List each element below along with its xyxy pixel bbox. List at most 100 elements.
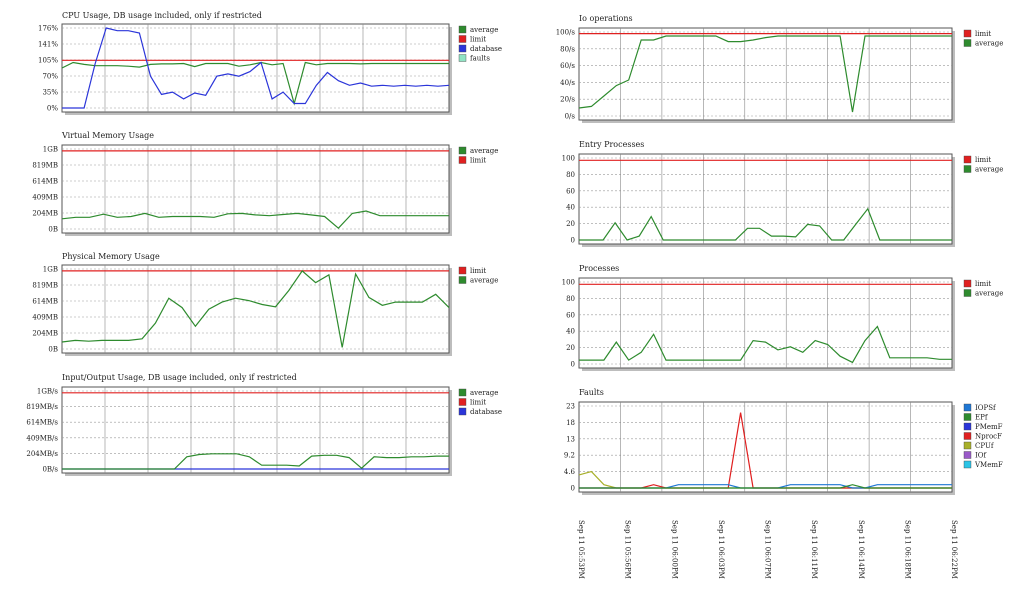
series-line-epf [579,484,952,489]
x-tick-label: Sep 11 05:53PM [577,520,585,579]
legend-label: limit [975,280,991,288]
y-tick-label: 141% [38,41,58,49]
y-tick-label: 40/s [560,79,575,87]
y-tick-label: 819MB [32,162,58,170]
legend-label: database [470,408,502,416]
legend-label: average [975,290,1003,298]
y-tick-label: 40 [566,204,575,212]
legend-label: average [975,40,1003,48]
legend-swatch [963,165,972,173]
y-tick-label: 13 [566,435,575,443]
y-tick-label: 20/s [560,96,575,104]
y-tick-label: 0% [47,105,58,113]
y-tick-label: 80/s [560,45,575,53]
y-tick-label: 176% [38,25,58,33]
y-tick-label: 40 [566,328,575,336]
y-tick-label: 60 [566,311,575,319]
y-tick-label: 100 [562,279,575,287]
series-line-database [62,27,450,109]
plot-area [578,277,953,369]
series-line-average [579,325,952,364]
legend-swatch [458,398,467,406]
y-tick-label: 0B [48,226,58,234]
y-tick-label: 18 [566,419,575,427]
series-line-average [61,270,450,348]
legend-swatch [458,25,467,34]
y-tick-label: 100/s [556,29,576,37]
legend-label: VMemF [974,461,1003,469]
legend-label: limit [470,399,486,407]
legend-swatch [458,156,467,164]
chart-title: Physical Memory Usage [62,252,160,261]
legend-label: average [470,277,498,285]
legend-swatch [963,289,972,297]
y-tick-label: 614MB [32,298,58,306]
chart-pmem: Physical Memory Usage 1GB 819MB 614MB 409MB 2… [32,252,498,356]
legend-label: faults [470,55,490,63]
legend-label: IOPSf [975,404,997,412]
y-tick-label: 0 [571,237,575,245]
y-tick-label: 20 [566,344,575,352]
legend-label: limit [975,156,991,164]
chart-title: Faults [579,388,604,397]
y-tick-label: 80 [566,295,575,303]
x-tick-label: Sep 11 06:22PM [950,520,958,579]
legend-swatch [963,279,972,288]
series-line-average [578,35,952,113]
chart-title: Entry Processes [579,140,644,149]
legend-swatch [458,276,467,284]
series-line-average [579,207,952,241]
x-tick-label: Sep 11 05:56PM [624,520,632,579]
plot-area [61,264,450,354]
series-line-average [61,210,449,230]
legend-label: EPf [975,414,989,422]
y-tick-label: 1GB [43,266,58,274]
y-tick-label: 60 [566,187,575,195]
legend-label: limit [470,157,486,165]
legend-label: average [470,147,498,155]
legend-swatch [963,403,972,412]
series-line-average [62,453,449,470]
y-tick-label: 819MB/s [26,403,58,411]
y-tick-label: 204MB [32,330,58,338]
legend-swatch [458,44,467,53]
y-tick-label: 4.6 [564,468,576,476]
chart-title: Processes [579,264,619,273]
y-tick-label: 9.2 [564,452,575,460]
y-tick-label: 409MB/s [26,434,58,442]
series-line-average [61,61,449,106]
legend-swatch [458,388,467,397]
legend-swatch [458,407,467,416]
chart-ep: Entry Processes 100 80 60 40 20 0 limit average [562,140,1003,247]
plot-area [578,27,953,121]
y-tick-label: 100 [562,155,575,163]
legend-label: NprocF [975,433,1002,441]
y-tick-label: 1GB/s [37,388,59,396]
x-tick-label: Sep 11 06:03PM [717,520,725,579]
legend-label: limit [975,30,991,38]
y-tick-label: 0/s [565,113,576,121]
y-tick-label: 80 [566,171,575,179]
legend-label: average [470,389,498,397]
y-tick-label: 204MB/s [26,450,58,458]
x-tick-label: Sep 11 06:14PM [857,520,865,579]
y-tick-label: 1GB [43,146,58,154]
legend-swatch [963,29,972,38]
y-tick-label: 409MB [32,314,58,322]
y-tick-label: 409MB [32,194,58,202]
y-tick-label: 614MB/s [26,419,58,427]
legend-swatch [963,155,972,164]
y-tick-label: 614MB [32,178,58,186]
chart-title: Virtual Memory Usage [61,131,154,140]
chart-cpu: CPU Usage, DB usage included, only if re… [38,11,502,115]
chart-proc: Processes 100 80 60 40 20 0 limit average [562,264,1003,371]
legend-swatch [963,39,972,47]
plot-area [578,153,953,245]
legend-swatch [458,266,467,275]
legend-swatch [963,441,972,450]
legend-swatch [963,432,972,440]
x-tick-label: Sep 11 06:11PM [810,520,818,579]
legend-label: CPUf [975,442,995,450]
